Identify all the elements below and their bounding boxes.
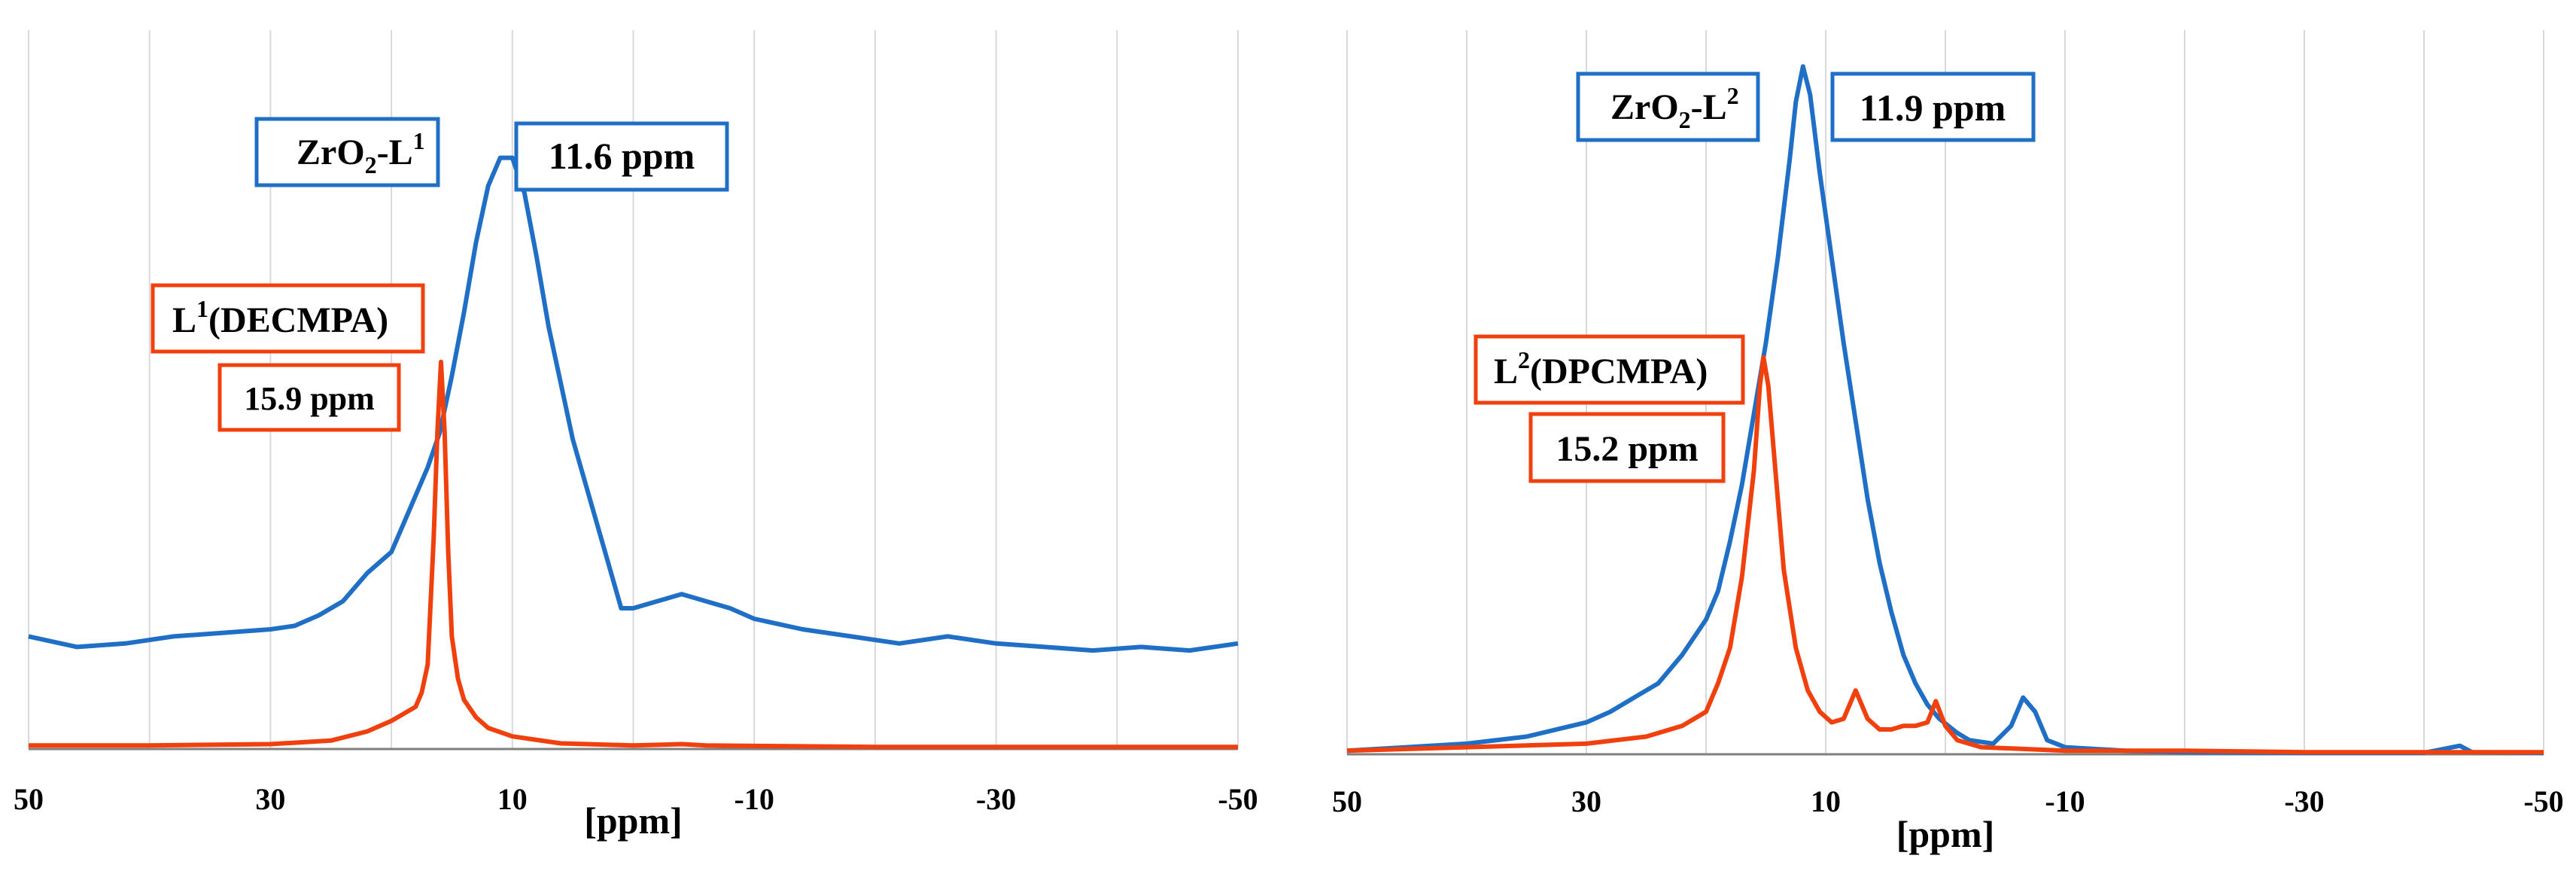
series-line-zro2-l1 bbox=[28, 155, 1239, 653]
series-line-zro2-l2 bbox=[1346, 64, 2544, 756]
annotation-peak-orange: 15.9 ppm bbox=[217, 363, 401, 432]
x-tick-labels: 50 30 10 -10 -30 -50 bbox=[1332, 784, 2564, 818]
x-tick-label: -50 bbox=[2523, 784, 2563, 818]
annotation-peak-blue: 11.6 ppm bbox=[514, 121, 729, 192]
annotation-peak-blue: 11.9 ppm bbox=[1830, 72, 2036, 142]
x-tick-label: -10 bbox=[734, 782, 774, 816]
grid-lines bbox=[1346, 30, 2544, 754]
annotation-box bbox=[151, 283, 425, 354]
annotation-l2-dpcmpa: L2(DPCMPA) bbox=[1474, 334, 1745, 405]
annotation-box bbox=[217, 363, 401, 432]
x-tick-label: 30 bbox=[255, 782, 285, 816]
series-group bbox=[28, 155, 1239, 750]
annotation-label: ZrO2-L2 bbox=[1610, 82, 1739, 133]
x-tick-label: 10 bbox=[1811, 784, 1841, 818]
annotation-label: 11.6 ppm bbox=[549, 135, 695, 177]
annotation-box bbox=[1474, 334, 1745, 405]
x-tick-labels: 50 30 10 -10 -30 -50 bbox=[14, 782, 1258, 816]
annotation-box bbox=[514, 121, 729, 192]
annotation-zro2-l1: ZrO2-L1 bbox=[254, 117, 440, 187]
x-axis-title: [ppm] bbox=[1896, 813, 1995, 855]
series-line-l1-decmpa- bbox=[29, 359, 1238, 750]
annotation-l1-decmpa: L1(DECMPA) bbox=[151, 283, 425, 354]
annotation-label: 11.9 ppm bbox=[1860, 87, 2006, 129]
annotation-box bbox=[254, 117, 440, 187]
annotation-label: ZrO2-L1 bbox=[297, 127, 425, 178]
chart-panel-left: 50 30 10 -10 -30 -50 [ppm] ZrO2-L1 11.6 ppm L… bbox=[14, 30, 1258, 842]
x-tick-label: -30 bbox=[2284, 784, 2324, 818]
x-tick-label: 50 bbox=[1332, 784, 1362, 818]
x-tick-label: 30 bbox=[1571, 784, 1601, 818]
annotation-zro2-l2: ZrO2-L2 bbox=[1576, 72, 1760, 142]
x-tick-label: 50 bbox=[14, 782, 44, 816]
annotation-label: 15.9 ppm bbox=[244, 380, 375, 417]
series-line-l2-dpcmpa- bbox=[1346, 355, 2544, 755]
x-tick-label: -50 bbox=[1218, 782, 1258, 816]
chart-panel-right: 50 30 10 -10 -30 -50 [ppm] ZrO2-L2 11.9 ppm L… bbox=[1332, 30, 2564, 855]
x-axis-title: [ppm] bbox=[584, 799, 683, 842]
annotation-box bbox=[1576, 72, 1760, 142]
annotation-label: 15.2 ppm bbox=[1556, 429, 1698, 469]
x-tick-label: -30 bbox=[976, 782, 1016, 816]
annotation-peak-orange: 15.2 ppm bbox=[1528, 412, 1726, 483]
x-tick-label: -10 bbox=[2045, 784, 2085, 818]
annotation-box bbox=[1528, 412, 1726, 483]
series-group bbox=[1346, 64, 2544, 756]
annotation-label: L2(DPCMPA) bbox=[1494, 346, 1708, 391]
annotation-label: L1(DECMPA) bbox=[172, 295, 388, 340]
annotation-box bbox=[1830, 72, 2036, 142]
x-tick-label: 10 bbox=[497, 782, 528, 816]
